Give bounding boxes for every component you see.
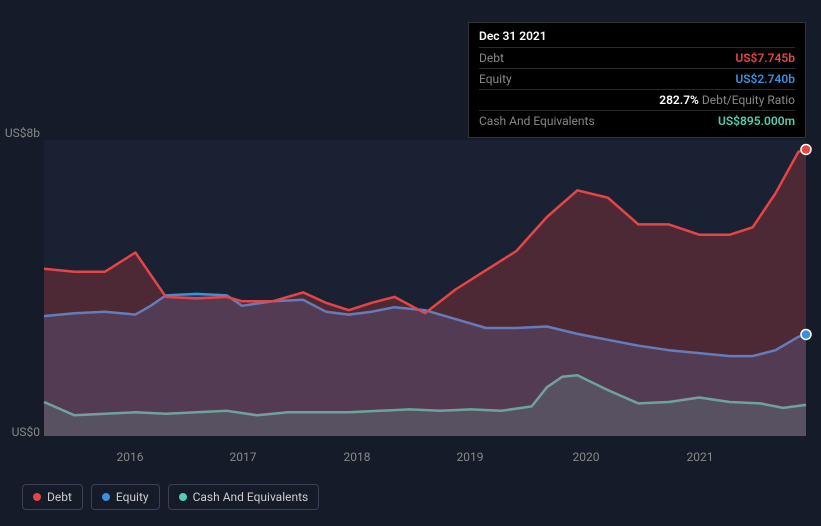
tooltip-row-label: Debt	[479, 51, 504, 65]
tooltip-row-suffix: Debt/Equity Ratio	[699, 93, 795, 107]
y-axis-top-label: US$8b	[5, 126, 40, 140]
tooltip-row-value: US$7.745b	[735, 51, 795, 65]
x-axis-label: 2017	[230, 450, 257, 464]
legend-dot-icon	[33, 493, 41, 501]
x-axis-label: 2020	[573, 450, 600, 464]
tooltip-row: Equity US$2.740b	[479, 68, 795, 89]
legend-item-cash-and-equivalents[interactable]: Cash And Equivalents	[168, 484, 320, 510]
tooltip-row-label: Equity	[479, 72, 512, 86]
series-area-debt	[44, 150, 806, 437]
legend-item-debt[interactable]: Debt	[22, 484, 83, 510]
legend-item-label: Debt	[47, 490, 72, 504]
x-axis-label: 2016	[117, 450, 144, 464]
y-axis-bottom-label: US$0	[12, 425, 40, 439]
tooltip-row: Cash And Equivalents US$895.000m	[479, 110, 795, 131]
legend-dot-icon	[179, 493, 187, 501]
legend-item-equity[interactable]: Equity	[91, 484, 160, 510]
tooltip-date: Dec 31 2021	[479, 29, 795, 47]
chart-svg	[44, 140, 806, 436]
tooltip-row-value: 282.7%	[659, 93, 699, 107]
x-axis-label: 2021	[687, 450, 714, 464]
chart-legend: Debt Equity Cash And Equivalents	[22, 484, 319, 510]
series-end-marker	[801, 144, 811, 154]
tooltip-row-label: Cash And Equivalents	[479, 114, 595, 128]
x-axis-label: 2018	[344, 450, 371, 464]
tooltip-row: 282.7% Debt/Equity Ratio	[479, 89, 795, 110]
x-axis-label: 2019	[457, 450, 484, 464]
chart-tooltip: Dec 31 2021 Debt US$7.745b Equity US$2.740b…	[468, 22, 806, 138]
tooltip-row: Debt US$7.745b	[479, 47, 795, 68]
tooltip-row-value: US$895.000m	[718, 114, 795, 128]
legend-item-label: Cash And Equivalents	[193, 490, 309, 504]
legend-item-label: Equity	[116, 490, 149, 504]
legend-dot-icon	[102, 493, 110, 501]
tooltip-row-value: US$2.740b	[735, 72, 795, 86]
series-end-marker	[801, 329, 811, 339]
